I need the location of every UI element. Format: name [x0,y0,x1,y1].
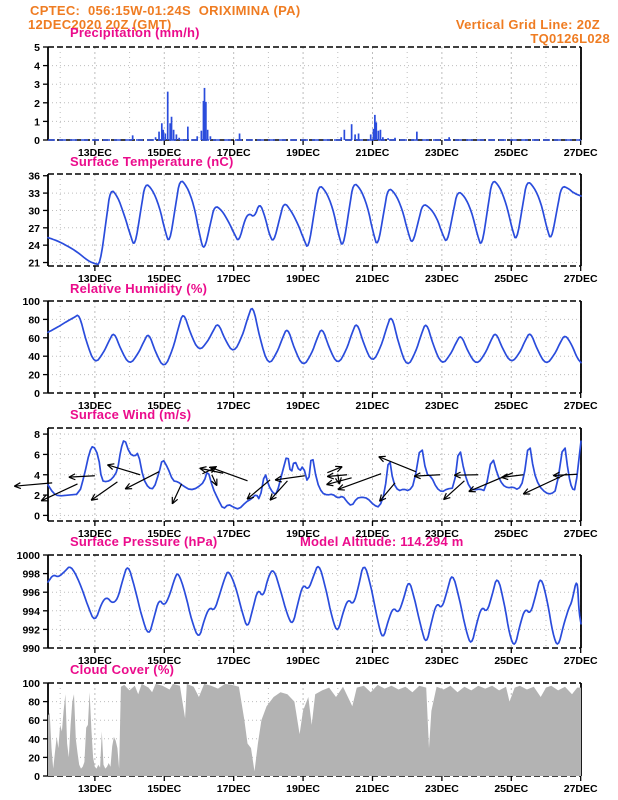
svg-text:13DEC: 13DEC [78,655,112,667]
svg-text:80: 80 [28,314,40,326]
svg-text:19DEC: 19DEC [286,783,320,795]
svg-text:3: 3 [34,79,40,91]
svg-text:6: 6 [34,449,40,461]
svg-text:2: 2 [34,490,40,502]
svg-text:21DEC: 21DEC [356,147,390,159]
svg-text:25DEC: 25DEC [494,783,528,795]
svg-text:13DEC: 13DEC [78,273,112,285]
svg-text:21DEC: 21DEC [356,655,390,667]
svg-text:24: 24 [28,240,40,252]
svg-text:21DEC: 21DEC [356,400,390,412]
svg-text:19DEC: 19DEC [286,147,320,159]
svg-text:21: 21 [28,258,40,270]
svg-text:100: 100 [22,296,40,308]
svg-text:17DEC: 17DEC [217,655,251,667]
svg-text:19DEC: 19DEC [286,655,320,667]
cloud-cover-title: Cloud Cover (%) [70,662,175,677]
svg-text:80: 80 [28,697,40,709]
svg-text:5: 5 [34,42,40,54]
run-datetime: 12DEC2020 20Z (GMT) [28,17,172,32]
svg-text:17DEC: 17DEC [217,147,251,159]
svg-text:998: 998 [22,569,40,581]
svg-text:27: 27 [28,223,40,235]
svg-text:2: 2 [34,98,40,110]
svg-text:25DEC: 25DEC [494,273,528,285]
svg-text:27DEC: 27DEC [564,147,598,159]
svg-text:27DEC: 27DEC [564,528,598,540]
vertical-grid-note: Vertical Grid Line: 20Z [455,17,600,32]
svg-text:996: 996 [22,587,40,599]
svg-text:0: 0 [34,510,40,522]
svg-text:1000: 1000 [17,550,41,562]
svg-text:15DEC: 15DEC [147,147,181,159]
svg-text:8: 8 [34,429,40,441]
svg-text:21DEC: 21DEC [356,528,390,540]
svg-text:21DEC: 21DEC [356,273,390,285]
svg-text:27DEC: 27DEC [564,655,598,667]
svg-text:17DEC: 17DEC [217,273,251,285]
svg-text:1: 1 [34,116,40,128]
svg-text:15DEC: 15DEC [147,528,181,540]
svg-text:21DEC: 21DEC [356,783,390,795]
svg-text:23DEC: 23DEC [425,147,459,159]
svg-text:25DEC: 25DEC [494,147,528,159]
svg-text:27DEC: 27DEC [564,400,598,412]
svg-text:19DEC: 19DEC [286,400,320,412]
svg-text:25DEC: 25DEC [494,528,528,540]
svg-text:23DEC: 23DEC [425,528,459,540]
humidity-title: Relative Humidity (%) [70,281,208,296]
svg-text:19DEC: 19DEC [286,273,320,285]
svg-text:13DEC: 13DEC [78,783,112,795]
svg-text:23DEC: 23DEC [425,655,459,667]
svg-text:27DEC: 27DEC [564,273,598,285]
svg-text:4: 4 [34,61,40,73]
model-altitude-label: Model Altitude: 114.294 m [300,534,464,549]
svg-text:30: 30 [28,205,40,217]
svg-text:33: 33 [28,188,40,200]
svg-text:992: 992 [22,624,40,636]
svg-text:4: 4 [34,470,40,482]
svg-text:20: 20 [28,370,40,382]
wind-title: Surface Wind (m/s) [70,407,192,422]
svg-text:36: 36 [28,171,40,183]
svg-text:27DEC: 27DEC [564,783,598,795]
svg-text:990: 990 [22,643,40,655]
model-resolution: TQ0126L028 [530,31,610,46]
precipitation-title: Precipitation (mm/h) [70,25,200,40]
svg-text:15DEC: 15DEC [147,655,181,667]
svg-text:15DEC: 15DEC [147,783,181,795]
svg-text:19DEC: 19DEC [286,528,320,540]
svg-text:23DEC: 23DEC [425,400,459,412]
svg-text:40: 40 [28,351,40,363]
svg-text:0: 0 [34,388,40,400]
svg-text:23DEC: 23DEC [425,783,459,795]
station-header: CPTEC: 056:15W-01:24S ORIXIMINA (PA) [30,3,301,18]
temperature-title: Surface Temperature (nC) [70,154,234,169]
svg-text:20: 20 [28,752,40,764]
svg-text:60: 60 [28,715,40,727]
svg-text:23DEC: 23DEC [425,273,459,285]
svg-text:994: 994 [22,606,40,618]
svg-text:15DEC: 15DEC [147,400,181,412]
svg-text:40: 40 [28,734,40,746]
svg-text:0: 0 [34,771,40,783]
svg-text:100: 100 [22,678,40,690]
pressure-title: Surface Pressure (hPa) [70,534,218,549]
svg-text:13DEC: 13DEC [78,147,112,159]
svg-text:25DEC: 25DEC [494,655,528,667]
svg-text:15DEC: 15DEC [147,273,181,285]
svg-text:17DEC: 17DEC [217,783,251,795]
svg-text:13DEC: 13DEC [78,528,112,540]
svg-text:25DEC: 25DEC [494,400,528,412]
svg-text:0: 0 [34,135,40,147]
svg-text:17DEC: 17DEC [217,528,251,540]
svg-text:17DEC: 17DEC [217,400,251,412]
svg-text:13DEC: 13DEC [78,400,112,412]
svg-text:60: 60 [28,333,40,345]
